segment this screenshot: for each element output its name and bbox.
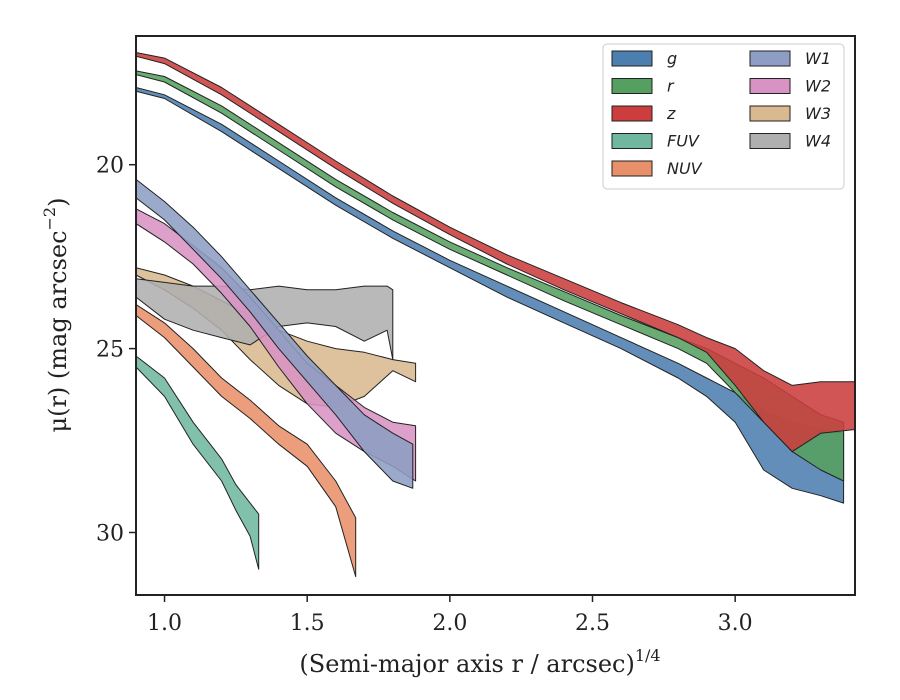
y-axis-label-text: μ(r) (mag arcsec	[44, 230, 72, 432]
y-axis-label-close: )	[44, 198, 72, 207]
legend-label-w3: W3	[805, 104, 831, 123]
legend-label-nuv: NUV	[667, 159, 703, 178]
y-axis-ticks: 20 25 30	[96, 154, 136, 546]
x-axis-label-text: (Semi-major axis r / arcsec)	[299, 650, 634, 678]
legend-swatch-w1	[749, 50, 791, 67]
legend-swatch-z	[611, 105, 653, 122]
legend-swatch-r	[611, 78, 653, 94]
band-nuv	[136, 304, 357, 578]
y-tick-label: 30	[96, 521, 124, 546]
band-r	[136, 70, 845, 482]
x-tick-label: 2.0	[432, 611, 467, 636]
x-tick-label: 1.5	[290, 611, 325, 636]
legend-swatch-fuv	[611, 133, 653, 149]
band-z	[136, 52, 855, 453]
legend-swatch-w2	[749, 78, 791, 94]
x-axis-label-exponent: 1/4	[635, 646, 661, 665]
legend-label-g: g	[667, 49, 677, 68]
band-w1	[136, 178, 414, 489]
x-tick-label: 3.0	[718, 611, 753, 636]
legend-swatch-w3	[749, 105, 791, 122]
y-tick-label: 20	[96, 154, 124, 179]
legend-swatch-g	[611, 50, 653, 67]
legend: grz FUV NUV W1 W2 W3 W4	[602, 43, 845, 190]
legend-label-r: r	[667, 77, 675, 96]
series-bands	[136, 52, 855, 578]
y-axis-label-exponent: −2	[40, 207, 59, 231]
y-tick-label: 25	[96, 338, 124, 363]
legend-swatch-w4	[749, 133, 791, 149]
x-tick-label: 2.5	[575, 611, 610, 636]
x-axis-label: (Semi-major axis r / arcsec)1/4	[299, 646, 660, 678]
plot-frame	[135, 35, 856, 596]
x-tick-label: 1.0	[147, 611, 182, 636]
band-g	[136, 87, 845, 504]
legend-label-fuv: FUV	[667, 132, 700, 151]
legend-label-w4: W4	[805, 132, 831, 151]
legend-label-w1: W1	[805, 49, 831, 68]
band-fuv	[136, 355, 260, 570]
legend-swatch-nuv	[611, 160, 653, 177]
y-axis-label: μ(r) (mag arcsec−2)	[40, 198, 72, 433]
legend-label-w2: W2	[805, 77, 831, 96]
x-axis-ticks: 1.0 1.5 2.0 2.5 3.0	[147, 595, 753, 636]
legend-label-z: z	[666, 104, 676, 123]
